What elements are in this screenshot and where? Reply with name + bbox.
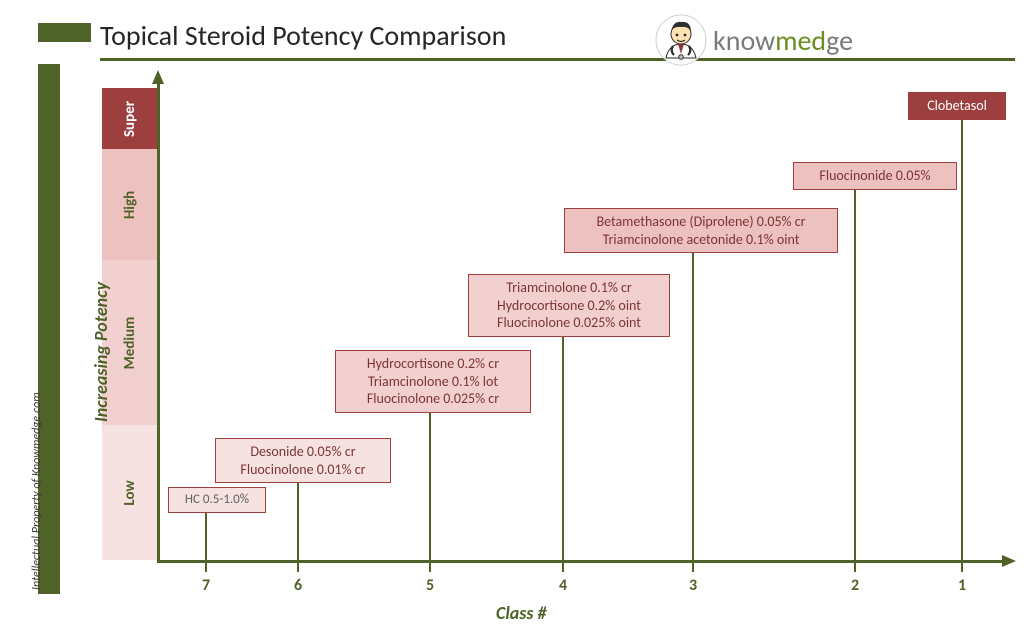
drug-line: Fluocinolone 0.025% cr — [367, 390, 499, 408]
drug-line: Clobetasol — [927, 97, 987, 115]
y-band-label-medium: Medium — [121, 316, 139, 369]
attribution-text: Intellectual Property of Knowmedge.com — [30, 392, 44, 590]
drug-box-class-7: HC 0.5-1.0% — [168, 487, 266, 513]
brand-word-part: know — [713, 23, 775, 58]
drug-box-class-3: Betamethasone (Diprolene) 0.05% crTriamc… — [564, 208, 838, 253]
y-band-super: Super — [102, 88, 157, 149]
x-tick — [854, 560, 856, 572]
drug-line: Triamcinolone acetonide 0.1% oint — [603, 231, 800, 249]
brand-logo: knowmedge — [655, 14, 853, 66]
drug-line: Hydrocortisone 0.2% oint — [497, 297, 641, 315]
brand-word: knowmedge — [713, 23, 853, 58]
drug-box-class-5: Hydrocortisone 0.2% crTriamcinolone 0.1%… — [335, 350, 531, 413]
y-band-label-high: High — [121, 190, 139, 218]
drug-line: Betamethasone (Diprolene) 0.05% cr — [596, 213, 805, 231]
brand-word-part: ge — [826, 23, 853, 58]
accent-top-block — [38, 23, 91, 42]
stem-class-3 — [692, 252, 694, 560]
drug-line: Triamcinolone 0.1% lot — [368, 373, 498, 391]
y-axis — [157, 78, 160, 560]
drug-box-class-6: Desonide 0.05% crFluocinolone 0.01% cr — [215, 438, 391, 483]
x-tick-label: 6 — [288, 576, 308, 595]
x-tick-label: 1 — [952, 576, 972, 595]
y-band-low: Low — [102, 425, 157, 560]
drug-line: Fluocinolone 0.01% cr — [240, 461, 365, 479]
drug-box-class-2: Fluocinonide 0.05% — [793, 162, 957, 190]
x-tick — [429, 560, 431, 572]
drug-box-class-4: Triamcinolone 0.1% crHydrocortisone 0.2%… — [468, 274, 670, 337]
x-tick — [205, 560, 207, 572]
x-axis-label: Class # — [496, 602, 546, 624]
y-band-high: High — [102, 149, 157, 260]
infographic-root: Topical Steroid Potency Comparison knowm… — [0, 0, 1024, 640]
drug-line: Fluocinonide 0.05% — [819, 167, 930, 185]
y-band-label-super: Super — [121, 100, 139, 136]
drug-line: Triamcinolone 0.1% cr — [506, 279, 632, 297]
x-tick-label: 4 — [553, 576, 573, 595]
drug-line: Fluocinolone 0.025% oint — [497, 314, 641, 332]
drug-box-class-1: Clobetasol — [908, 92, 1006, 120]
mascot-icon — [655, 14, 707, 66]
x-tick-label: 3 — [683, 576, 703, 595]
x-tick — [562, 560, 564, 572]
y-axis-label: Increasing Potency — [90, 282, 112, 422]
title-underline — [100, 58, 1015, 61]
stem-class-5 — [429, 408, 431, 560]
x-tick — [692, 560, 694, 572]
x-tick — [961, 560, 963, 572]
y-band-label-low: Low — [121, 480, 139, 505]
x-tick-label: 2 — [845, 576, 865, 595]
page-title: Topical Steroid Potency Comparison — [100, 18, 506, 53]
x-tick-label: 7 — [196, 576, 216, 595]
stem-class-4 — [562, 332, 564, 560]
y-axis-arrow-icon — [152, 70, 164, 84]
stem-class-7 — [205, 508, 207, 560]
drug-line: Hydrocortisone 0.2% cr — [367, 355, 499, 373]
stem-class-2 — [854, 186, 856, 560]
drug-line: Desonide 0.05% cr — [250, 443, 355, 461]
brand-word-part: med — [775, 23, 826, 58]
stem-class-1 — [961, 116, 963, 560]
x-tick — [297, 560, 299, 572]
stem-class-6 — [297, 478, 299, 560]
x-tick-label: 5 — [420, 576, 440, 595]
drug-line: HC 0.5-1.0% — [185, 492, 249, 508]
x-axis-arrow-icon — [1002, 555, 1016, 567]
x-axis — [157, 560, 1004, 563]
